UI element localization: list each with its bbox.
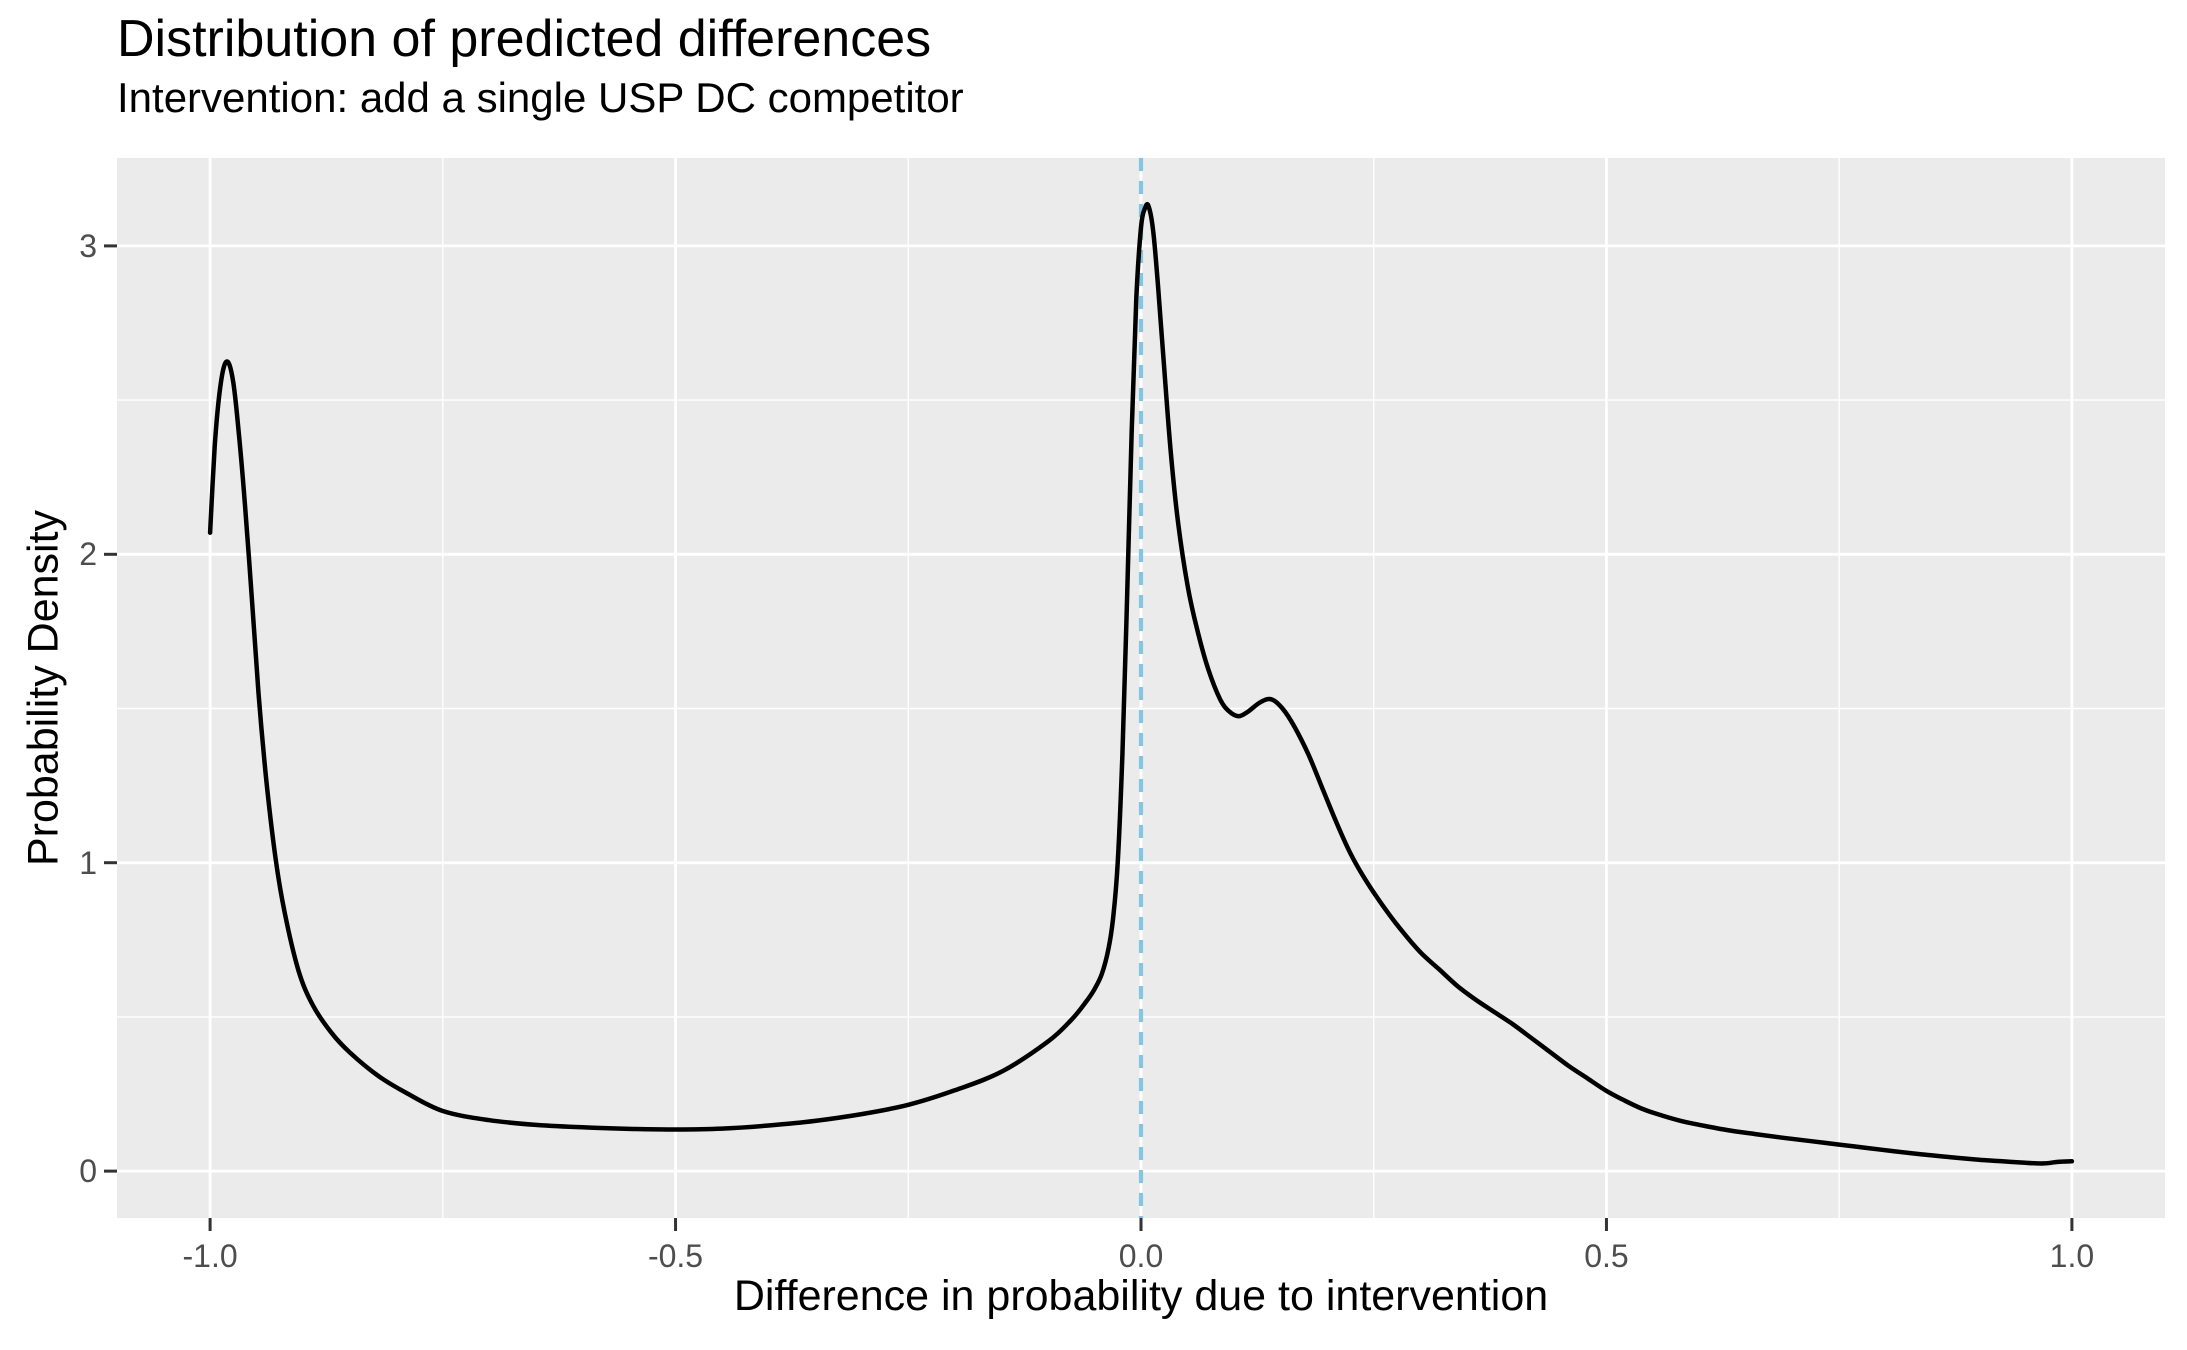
x-tick-label: 1.0 — [2049, 1238, 2095, 1274]
y-tick-label: 1 — [79, 844, 97, 881]
x-tick-label: 0.5 — [1584, 1238, 1629, 1274]
y-tick-label: 0 — [79, 1153, 97, 1190]
x-tick-label: -1.0 — [182, 1238, 238, 1274]
density-curve — [207, 201, 2075, 1166]
y-tick-label: 3 — [79, 227, 97, 264]
x-tick-label: -0.5 — [647, 1238, 704, 1274]
x-tick-label: 0.0 — [1118, 1238, 1164, 1274]
chart-title: Distribution of predicted differences — [117, 10, 932, 68]
y-tick-label: 2 — [79, 536, 97, 573]
chart-subtitle: Intervention: add a single USP DC compet… — [117, 74, 964, 121]
x-axis-title: Difference in probability due to interve… — [733, 1272, 1549, 1320]
